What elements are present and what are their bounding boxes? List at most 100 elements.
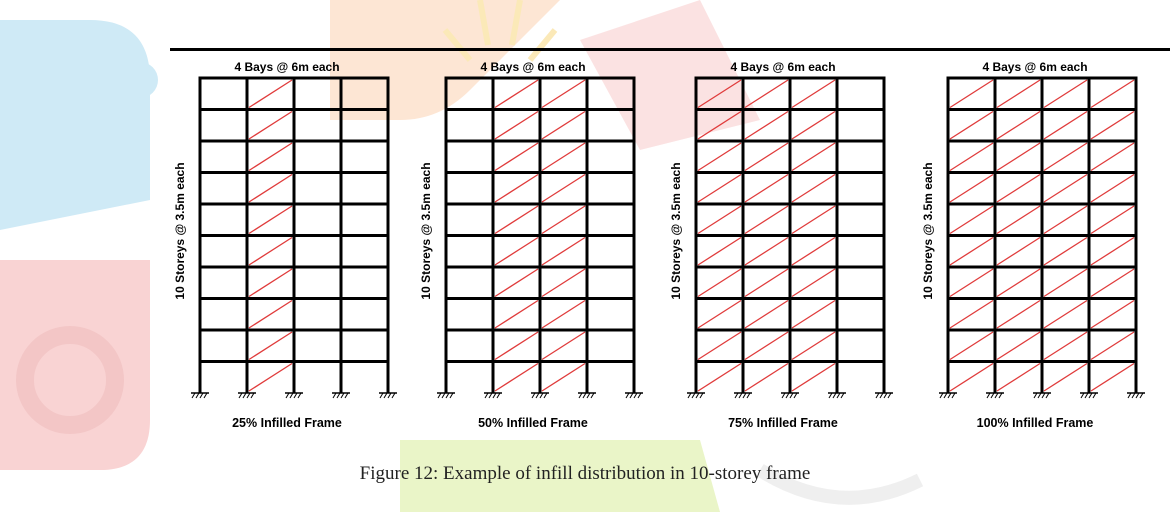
support-hatch: [633, 392, 638, 399]
infill-strut: [541, 236, 586, 266]
infill-strut: [744, 173, 789, 203]
support-hatch: [340, 392, 345, 399]
infill-strut: [494, 299, 539, 329]
infill-strut: [1043, 173, 1088, 203]
infill-strut: [541, 331, 586, 361]
infill-strut: [494, 236, 539, 266]
support-hatch: [994, 392, 999, 399]
support-hatch: [383, 392, 388, 399]
infill-strut: [494, 205, 539, 235]
frame-label: 75% Infilled Frame: [728, 416, 838, 430]
support-hatch: [437, 392, 442, 399]
frame-label: 25% Infilled Frame: [232, 416, 342, 430]
infill-strut: [248, 79, 293, 109]
infill-strut: [494, 79, 539, 109]
support-hatch: [943, 392, 948, 399]
support-hatch: [637, 392, 642, 399]
support-hatch: [939, 392, 944, 399]
support-hatch: [629, 392, 634, 399]
infill-strut: [248, 299, 293, 329]
infill-strut: [1043, 79, 1088, 109]
support-hatch: [836, 392, 841, 399]
support-hatch: [582, 392, 587, 399]
infill-strut: [949, 110, 994, 140]
support-hatch: [203, 392, 208, 399]
infill-strut: [996, 110, 1041, 140]
frame-label: 100% Infilled Frame: [976, 416, 1094, 430]
infill-strut: [791, 362, 836, 392]
infill-strut: [744, 142, 789, 172]
support-hatch: [1088, 392, 1093, 399]
infill-strut: [791, 142, 836, 172]
infill-strut: [1043, 142, 1088, 172]
support-hatch: [336, 392, 341, 399]
support-hatch: [387, 392, 392, 399]
infill-strut: [697, 173, 742, 203]
infill-strut: [697, 79, 742, 109]
bays-label: 4 Bays @ 6m each: [730, 60, 836, 74]
support-hatch: [781, 392, 786, 399]
infill-strut: [248, 331, 293, 361]
top-rule: [170, 48, 1170, 51]
infill-strut: [1090, 173, 1135, 203]
support-hatch: [1092, 392, 1097, 399]
support-hatch: [191, 392, 196, 399]
infill-strut: [494, 362, 539, 392]
figure-caption: Figure 12: Example of infill distributio…: [359, 463, 811, 484]
support-hatch: [883, 392, 888, 399]
infill-strut: [996, 236, 1041, 266]
infill-strut: [1043, 331, 1088, 361]
support-hatch: [578, 392, 583, 399]
watermark-blue-dot: [122, 62, 158, 98]
infill-strut: [697, 299, 742, 329]
infill-strut: [949, 236, 994, 266]
infill-strut: [1090, 362, 1135, 392]
support-hatch: [746, 392, 751, 399]
support-hatch: [285, 392, 290, 399]
frame-panel-75: 4 Bays @ 6m each 10 Storeys @ 3.5m each …: [668, 52, 918, 442]
support-hatch: [195, 392, 200, 399]
support-hatch: [539, 392, 544, 399]
storeys-label: 10 Storeys @ 3.5m each: [419, 162, 433, 300]
frame-panel-25: 4 Bays @ 6m each 10 Storeys @ 3.5m each …: [172, 52, 422, 442]
support-hatch: [1033, 392, 1038, 399]
support-hatch: [687, 392, 692, 399]
support-hatch: [344, 392, 349, 399]
infill-strut: [791, 299, 836, 329]
infill-strut: [996, 331, 1041, 361]
infill-strut: [248, 110, 293, 140]
infill-strut: [1043, 268, 1088, 298]
support-hatch: [840, 392, 845, 399]
infill-strut: [996, 299, 1041, 329]
infill-strut: [248, 268, 293, 298]
bays-label: 4 Bays @ 6m each: [480, 60, 586, 74]
support-hatch: [1139, 392, 1144, 399]
infill-strut: [1090, 110, 1135, 140]
infill-strut: [1090, 79, 1135, 109]
frame-drawing-50: [437, 76, 643, 399]
support-hatch: [990, 392, 995, 399]
infill-strut: [791, 205, 836, 235]
support-hatch: [496, 392, 501, 399]
support-hatch: [543, 392, 548, 399]
infill-strut: [697, 142, 742, 172]
infill-strut: [1090, 236, 1135, 266]
infill-strut: [744, 331, 789, 361]
infill-strut: [996, 142, 1041, 172]
infill-strut: [949, 362, 994, 392]
infill-strut: [248, 173, 293, 203]
infill-strut: [949, 299, 994, 329]
support-hatch: [535, 392, 540, 399]
infill-strut: [697, 331, 742, 361]
frame-panel-50: 4 Bays @ 6m each 10 Storeys @ 3.5m each …: [418, 52, 668, 442]
support-hatch: [379, 392, 384, 399]
infill-strut: [949, 268, 994, 298]
support-hatch: [785, 392, 790, 399]
infill-strut: [1090, 299, 1135, 329]
infill-strut: [791, 331, 836, 361]
infill-strut: [996, 205, 1041, 235]
support-hatch: [531, 392, 536, 399]
infill-strut: [697, 110, 742, 140]
support-hatch: [242, 392, 247, 399]
infill-strut: [1043, 110, 1088, 140]
